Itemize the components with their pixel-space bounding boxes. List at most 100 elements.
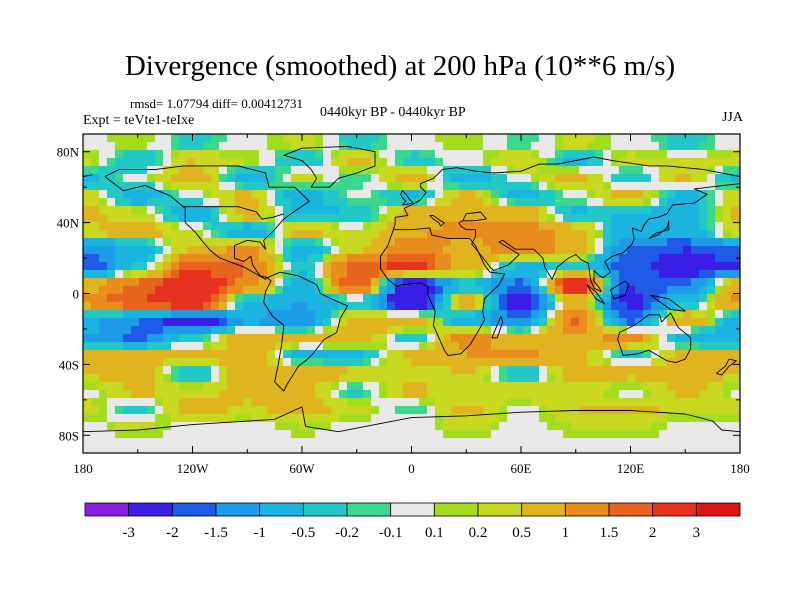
field-cell — [379, 406, 388, 415]
field-cell — [147, 174, 156, 183]
field-cell — [427, 238, 436, 247]
field-cell — [683, 422, 692, 431]
field-cell — [155, 422, 164, 431]
field-cell — [219, 350, 228, 359]
field-cell — [107, 310, 116, 319]
field-cell — [155, 142, 164, 151]
field-cell — [627, 382, 636, 391]
field-cell — [683, 262, 692, 271]
field-cell — [339, 366, 348, 375]
field-cell — [187, 270, 196, 279]
field-cell — [371, 358, 380, 367]
field-cell — [235, 182, 244, 191]
field-cell — [83, 174, 92, 183]
field-cell — [179, 182, 188, 191]
field-cell — [403, 238, 412, 247]
field-cell — [587, 430, 596, 439]
field-cell — [467, 182, 476, 191]
field-cell — [355, 198, 364, 207]
field-cell — [619, 318, 628, 327]
field-cell — [547, 238, 556, 247]
field-cell — [563, 406, 572, 415]
field-cell — [515, 214, 524, 223]
field-cell — [387, 310, 396, 319]
field-cell — [603, 182, 612, 191]
field-cell — [619, 142, 628, 151]
field-cell — [731, 246, 740, 255]
field-cell — [627, 422, 636, 431]
field-cell — [331, 286, 340, 295]
field-cell — [731, 398, 740, 407]
field-cell — [91, 286, 100, 295]
field-cell — [619, 182, 628, 191]
field-cell — [259, 270, 268, 279]
field-cell — [123, 310, 132, 319]
field-cell — [195, 342, 204, 351]
field-cell — [147, 446, 156, 454]
field-cell — [523, 198, 532, 207]
field-cell — [171, 230, 180, 239]
field-cell — [691, 150, 700, 159]
field-cell — [219, 390, 228, 399]
field-cell — [107, 166, 116, 175]
field-cell — [131, 398, 140, 407]
field-cell — [203, 390, 212, 399]
field-cell — [195, 310, 204, 319]
field-cell — [715, 390, 724, 399]
field-cell — [131, 358, 140, 367]
coastline — [586, 284, 606, 305]
field-cell — [427, 430, 436, 439]
field-cell — [139, 166, 148, 175]
field-cell — [411, 246, 420, 255]
field-cell — [123, 398, 132, 407]
field-cell — [643, 190, 652, 199]
field-cell — [299, 214, 308, 223]
field-cell — [115, 286, 124, 295]
field-cell — [251, 278, 260, 287]
field-cell — [115, 382, 124, 391]
field-cell — [707, 246, 716, 255]
x-tick-label: 180 — [73, 461, 93, 476]
field-cell — [507, 358, 516, 367]
field-cells — [83, 134, 741, 454]
field-cell — [291, 182, 300, 191]
field-cell — [91, 294, 100, 303]
field-cell — [91, 214, 100, 223]
field-cell — [619, 214, 628, 223]
field-cell — [507, 390, 516, 399]
field-cell — [707, 446, 716, 454]
field-cell — [539, 222, 548, 231]
field-cell — [723, 222, 732, 231]
field-cell — [227, 286, 236, 295]
field-cell — [331, 230, 340, 239]
field-cell — [379, 150, 388, 159]
field-cell — [603, 190, 612, 199]
field-cell — [611, 302, 620, 311]
field-cell — [547, 358, 556, 367]
field-cell — [547, 446, 556, 454]
field-cell — [411, 310, 420, 319]
field-cell — [555, 294, 564, 303]
field-cell — [595, 398, 604, 407]
colorbar-swatch — [695, 502, 741, 517]
field-cell — [179, 262, 188, 271]
field-cell — [691, 398, 700, 407]
field-cell — [267, 326, 276, 335]
field-cell — [459, 342, 468, 351]
field-cell — [555, 406, 564, 415]
field-cell — [379, 222, 388, 231]
field-cell — [715, 382, 724, 391]
field-cell — [267, 294, 276, 303]
field-cell — [491, 366, 500, 375]
field-cell — [603, 150, 612, 159]
field-cell — [699, 222, 708, 231]
field-cell — [643, 406, 652, 415]
field-cell — [107, 254, 116, 263]
field-cell — [275, 414, 284, 423]
field-cell — [499, 398, 508, 407]
field-cell — [115, 366, 124, 375]
field-cell — [219, 398, 228, 407]
field-cell — [83, 446, 92, 454]
field-cell — [339, 358, 348, 367]
field-cell — [459, 150, 468, 159]
